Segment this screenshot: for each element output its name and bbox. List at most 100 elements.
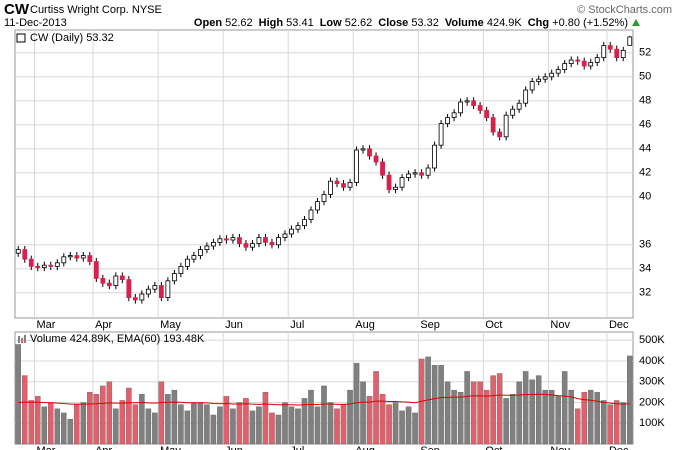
candle-body: [204, 245, 210, 250]
y-tick-label: 44: [639, 143, 651, 155]
candle-body: [490, 117, 496, 133]
candle-body: [575, 59, 581, 62]
candle-body: [178, 265, 184, 274]
volume-bar: [269, 412, 275, 445]
quote-value: 53.32: [411, 17, 439, 29]
quote-value: 52.62: [225, 17, 253, 29]
x-tick-label: Jun: [225, 445, 243, 450]
legend-icon: [21, 338, 23, 343]
volume-bar: [587, 389, 594, 445]
quote-label: Chg: [527, 17, 550, 29]
volume-bar: [522, 371, 529, 445]
candle-body: [627, 36, 633, 46]
candle-body: [263, 237, 268, 243]
volume-bar: [54, 408, 61, 445]
volume-bar: [243, 398, 249, 445]
x-tick-label: Mar: [37, 445, 56, 450]
volume-bar: [295, 408, 301, 445]
legend-icon: [18, 336, 20, 343]
candle-body: [386, 174, 392, 190]
volume-bar: [548, 389, 555, 445]
candle-body: [334, 180, 340, 184]
quote-label: High: [258, 17, 284, 29]
x-tick-label: Apr: [95, 445, 112, 450]
volume-bar: [321, 385, 327, 445]
volume-bar: [275, 414, 282, 445]
candle-body: [87, 255, 93, 263]
candle-body: [516, 102, 522, 110]
volume-bar: [210, 414, 217, 445]
candle-body: [568, 59, 574, 64]
volume-bar: [204, 404, 210, 445]
x-tick-label: May: [160, 445, 181, 450]
volume-bar: [126, 387, 132, 445]
candle-body: [184, 258, 190, 267]
quote-value: 424.9K: [486, 17, 522, 29]
candle-body: [620, 50, 626, 59]
volume-bar: [470, 381, 477, 445]
volume-bar: [80, 402, 87, 445]
volume-bar: [594, 391, 600, 445]
candle-body: [217, 238, 223, 243]
x-tick-label: May: [160, 319, 181, 331]
volume-bar: [113, 408, 119, 445]
candle-body: [445, 117, 451, 124]
candle-body: [438, 123, 444, 146]
candle-body: [451, 112, 457, 119]
quote-label: Volume: [444, 17, 484, 29]
candle-body: [464, 100, 470, 103]
candle-body: [354, 149, 359, 183]
volume-bar: [301, 398, 308, 445]
candle-body: [341, 183, 346, 188]
volume-bar: [347, 389, 353, 445]
y-tick-label: 100K: [639, 417, 665, 429]
candle-body: [145, 288, 151, 295]
volume-bar: [119, 400, 126, 445]
candle-body: [152, 285, 158, 290]
candle-body: [497, 131, 503, 138]
legend-icon: [16, 33, 26, 43]
y-tick-label: 42: [639, 167, 651, 179]
candle-body: [594, 57, 600, 63]
candle-body: [510, 108, 516, 116]
volume-legend: Volume 424.89K, EMA(60) 193.48K: [30, 333, 205, 345]
volume-bar: [145, 408, 152, 445]
volume-bar: [477, 381, 483, 445]
candle-body: [607, 45, 613, 50]
candle-body: [315, 201, 320, 211]
x-tick-label: Aug: [355, 319, 375, 331]
volume-bar: [132, 404, 139, 445]
candle-body: [412, 172, 418, 175]
volume-bar: [438, 365, 444, 445]
quote-value: +0.80 (+1.52%): [552, 17, 628, 29]
candle-body: [243, 243, 249, 248]
x-tick-label: Jul: [290, 319, 304, 331]
candle-body: [48, 264, 54, 267]
candle-body: [529, 81, 535, 91]
volume-bar: [178, 404, 184, 445]
volume-bar: [223, 396, 230, 445]
volume-bar: [152, 412, 158, 445]
volume-bar: [412, 412, 418, 445]
candle-body: [158, 285, 164, 299]
candle-body: [22, 249, 28, 260]
candle-body: [503, 114, 509, 138]
candle-body: [536, 78, 542, 82]
y-tick-label: 500K: [639, 334, 665, 346]
candle-body: [165, 280, 171, 298]
volume-bar: [405, 406, 412, 445]
candle-body: [35, 265, 41, 268]
candle-body: [171, 273, 177, 282]
volume-bar: [334, 408, 340, 445]
volume-bar: [184, 410, 191, 445]
credit: © StockCharts.com: [577, 4, 672, 16]
candle-body: [477, 105, 483, 111]
candle-body: [373, 155, 379, 163]
candle-body: [588, 62, 594, 67]
candle-body: [549, 72, 555, 78]
y-tick-label: 52: [639, 47, 651, 59]
candle-body: [458, 101, 464, 114]
volume-bar: [464, 371, 470, 445]
x-tick-label: Jul: [290, 445, 304, 450]
